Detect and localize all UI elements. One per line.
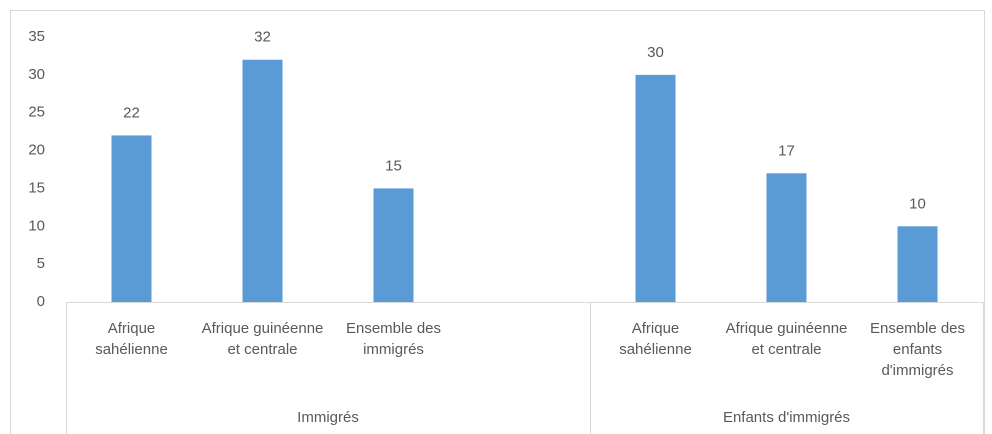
bar [111,135,152,302]
bar [635,74,676,302]
y-tick-label: 20 [28,142,45,159]
data-label: 10 [909,195,926,212]
y-tick-label: 25 [28,104,45,121]
x-tick-label: Ensemble des immigrés [345,320,442,358]
bar [373,188,414,302]
y-tick-label: 0 [37,293,45,310]
group-label: Immigrés [297,409,359,426]
x-tick-label: Ensemble des enfants d'immigrés [869,320,966,379]
data-label: 15 [385,157,402,174]
y-tick-label: 35 [28,28,45,45]
bar [242,59,283,302]
y-tick-label: 5 [37,255,45,272]
y-tick-label: 15 [28,179,45,196]
data-label: 30 [647,44,664,61]
data-label: 17 [778,142,795,159]
data-label: 32 [254,29,271,46]
x-tick-label: Afrique guinéenne et centrale [725,320,848,358]
bar [897,226,938,302]
x-tick-label: Afrique sahélienne [619,320,692,358]
y-tick-label: 30 [28,66,45,83]
data-label: 22 [123,104,140,121]
x-tick-label: Afrique sahélienne [95,320,168,358]
group-label: Enfants d'immigrés [723,409,850,426]
x-tick-label: Afrique guinéenne et centrale [201,320,324,358]
bar [766,173,807,302]
chart-border [10,10,985,434]
y-tick-label: 10 [28,217,45,234]
